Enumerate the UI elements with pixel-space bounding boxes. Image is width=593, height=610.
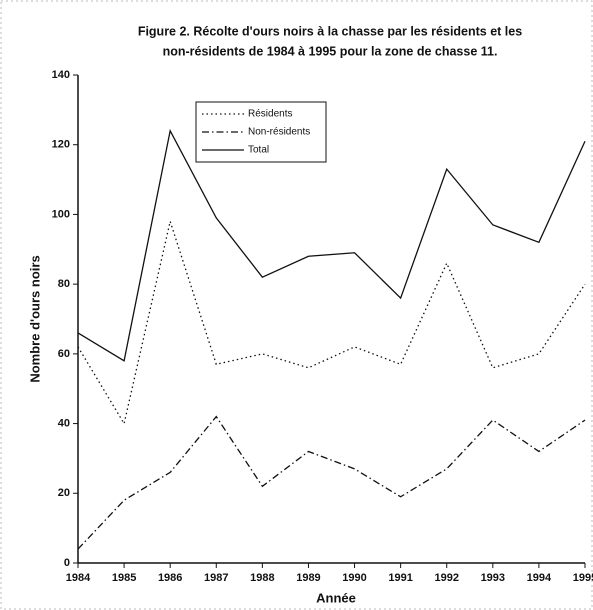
x-axis-label: Année [316,590,356,605]
y-tick-label: 80 [58,278,70,290]
y-axis-label: Nombre d'ours noirs [27,255,42,382]
x-tick-label: 1985 [112,572,136,584]
y-tick-label: 60 [58,348,70,360]
y-tick-label: 140 [52,69,70,81]
legend: Résidents Non-résidents Total [195,101,327,163]
x-tick-label: 1987 [204,572,228,584]
y-tick-label: 0 [64,557,70,569]
x-tick-label: 1994 [527,572,552,584]
chart-title: non-résidents de 1984 à 1995 pour la zon… [163,44,498,58]
legend-label: Résidents [248,109,292,120]
x-tick-label: 1988 [250,572,274,584]
x-tick-label: 1990 [342,572,366,584]
y-tick-label: 100 [52,208,70,220]
x-tick-label: 1986 [158,572,182,584]
line-series [77,128,586,362]
legend-label: Total [248,145,269,156]
x-tick-label: 1995 [573,572,593,584]
x-tick-label: 1993 [481,572,505,584]
x-tick-label: 1992 [434,572,458,584]
y-tick-label: 40 [58,417,70,429]
x-tick-label: 1984 [66,572,91,584]
x-tick-label: 1989 [296,572,320,584]
x-tick-label: 1991 [388,572,412,584]
legend-label: Non-résidents [248,127,310,138]
line-series [77,415,586,550]
y-tick-label: 20 [58,487,70,499]
y-tick-label: 120 [52,139,70,151]
chart-title: Figure 2. Récolte d'ours noirs à la chas… [138,24,522,38]
line-series [77,218,586,426]
